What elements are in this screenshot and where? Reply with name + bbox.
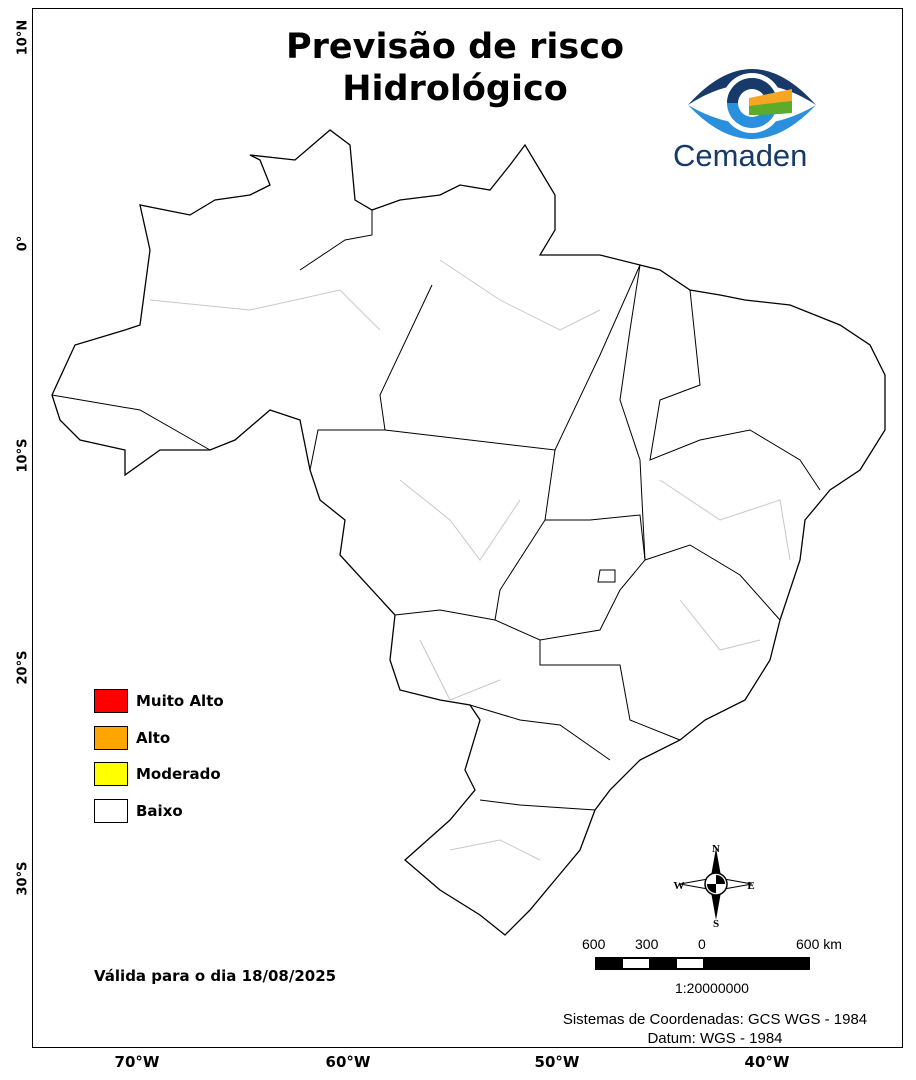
scale-ratio: 1:20000000 bbox=[675, 980, 749, 996]
north-arrow-icon bbox=[679, 848, 753, 920]
valid-date: Válida para o dia 18/08/2025 bbox=[94, 967, 337, 985]
lat-tick: 30°S bbox=[15, 861, 31, 896]
cemaden-logo bbox=[688, 69, 816, 139]
lon-tick: 40°W bbox=[744, 1053, 790, 1071]
scale-label: 300 bbox=[635, 936, 659, 952]
legend: Muito Alto Alto Moderado Baixo bbox=[94, 683, 224, 829]
title-line-2: Hidrológico bbox=[342, 69, 568, 109]
lat-tick: 10°N bbox=[15, 19, 31, 56]
compass-e: E bbox=[747, 880, 754, 892]
lon-tick: 50°W bbox=[534, 1053, 580, 1071]
crs-line-1: Sistemas de Coordenadas: GCS WGS - 1984 bbox=[562, 1011, 868, 1028]
map-title: Previsão de risco Hidrológico bbox=[230, 26, 680, 110]
logo-text: Cemaden bbox=[673, 138, 808, 173]
municipal-borders bbox=[149, 259, 791, 861]
legend-label: Muito Alto bbox=[136, 692, 224, 711]
legend-item-alto: Alto bbox=[94, 720, 224, 757]
compass-w: W bbox=[674, 880, 685, 892]
lat-tick: 10°S bbox=[15, 438, 31, 473]
scale-bar bbox=[595, 957, 810, 970]
lon-tick: 70°W bbox=[114, 1053, 160, 1071]
legend-swatch bbox=[94, 762, 128, 787]
title-line-1: Previsão de risco bbox=[285, 27, 624, 67]
scale-label: 600 bbox=[582, 936, 606, 952]
lat-tick: 0° bbox=[15, 235, 31, 252]
legend-label: Alto bbox=[136, 728, 171, 747]
map-frame bbox=[32, 8, 903, 1048]
crs-line-2: Datum: WGS - 1984 bbox=[647, 1030, 783, 1047]
legend-label: Moderado bbox=[136, 765, 221, 784]
compass-n: N bbox=[712, 843, 720, 855]
brazil-outline bbox=[51, 129, 886, 936]
legend-label: Baixo bbox=[136, 801, 183, 820]
legend-swatch bbox=[94, 798, 128, 823]
legend-item-baixo: Baixo bbox=[94, 793, 224, 830]
lon-tick: 60°W bbox=[325, 1053, 371, 1071]
compass-s: S bbox=[713, 918, 719, 930]
state-borders bbox=[51, 210, 821, 811]
scale-label: 600 km bbox=[796, 936, 842, 952]
legend-item-muito-alto: Muito Alto bbox=[94, 683, 224, 720]
lat-tick: 20°S bbox=[15, 650, 31, 685]
scale-label: 0 bbox=[698, 936, 706, 952]
legend-item-moderado: Moderado bbox=[94, 756, 224, 793]
legend-swatch bbox=[94, 725, 128, 750]
legend-swatch bbox=[94, 689, 128, 714]
